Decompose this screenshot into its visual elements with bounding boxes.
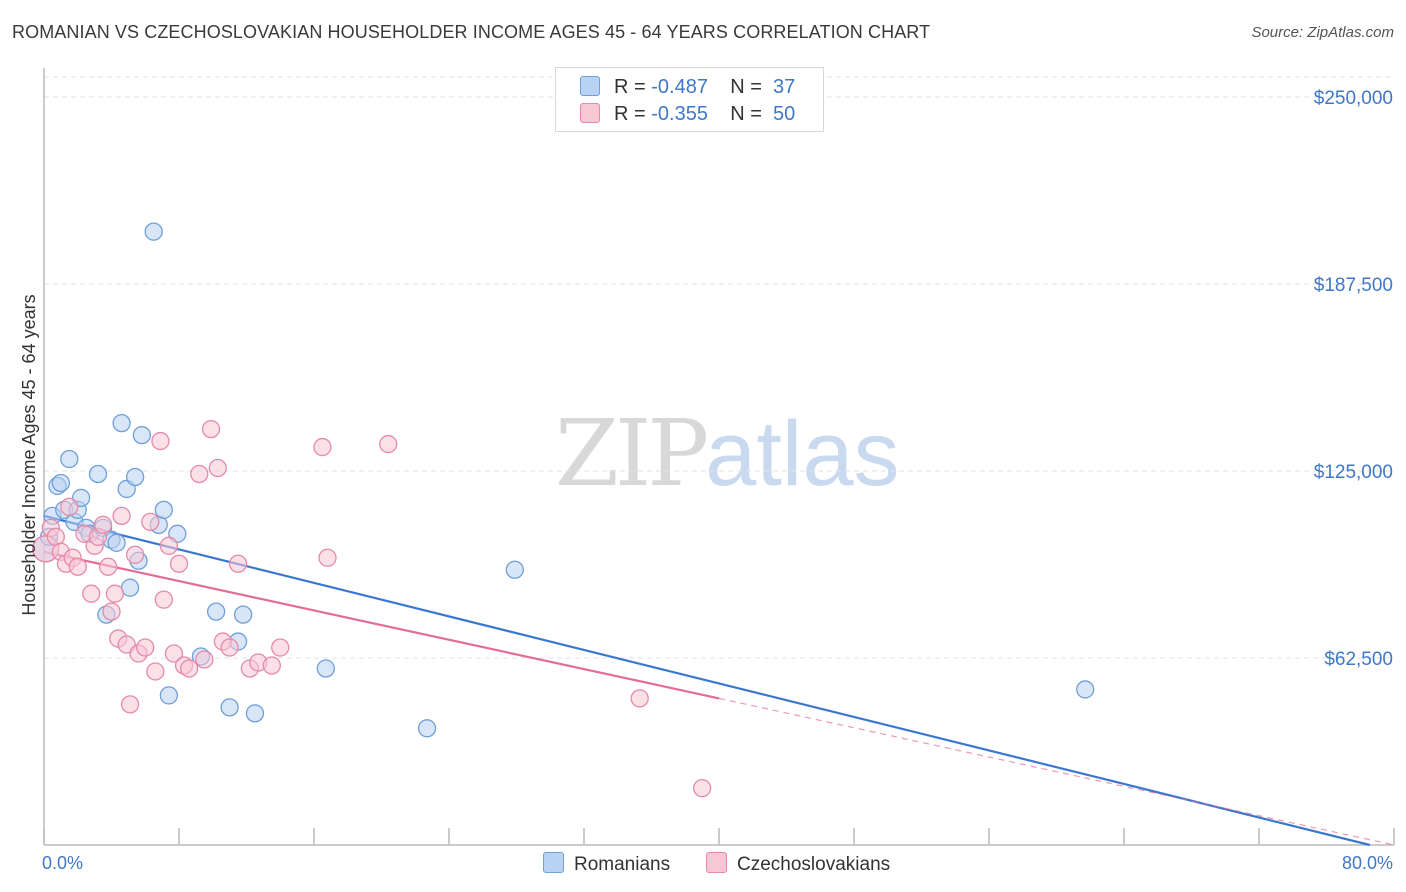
point-czechoslovakians: [120, 695, 140, 714]
point-czechoslovakians: [220, 638, 239, 657]
point-romanians: [220, 698, 239, 717]
point-czechoslovakians: [262, 656, 281, 675]
point-czechoslovakians: [228, 554, 248, 573]
source-label: Source: ZipAtlas.com: [1251, 24, 1394, 41]
point-romanians: [245, 704, 265, 723]
point-czechoslovakians: [318, 548, 337, 567]
legend-n-label: N =: [730, 76, 762, 98]
point-czechoslovakians: [169, 554, 189, 573]
watermark: ZIPatlas: [555, 400, 900, 507]
data-points: [32, 222, 1095, 798]
point-czechoslovakians: [146, 662, 165, 681]
point-romanians: [51, 473, 71, 493]
point-romanians: [125, 467, 145, 487]
legend-row-romanians: R = -0.487 N = 37: [580, 76, 795, 102]
point-romanians: [120, 578, 140, 597]
point-romanians: [144, 222, 163, 241]
series-legend: Romanians Czechoslovakians: [0, 852, 1406, 878]
point-czechoslovakians: [190, 464, 209, 484]
point-czechoslovakians: [93, 515, 113, 535]
legend-n-value: 37: [773, 76, 796, 98]
series-legend-czechoslovakians: Czechoslovakians: [706, 852, 890, 876]
point-romanians: [316, 659, 335, 678]
point-czechoslovakians: [151, 431, 170, 451]
point-czechoslovakians: [154, 590, 173, 609]
point-czechoslovakians: [60, 497, 79, 517]
point-romanians: [1076, 680, 1095, 699]
point-czechoslovakians: [630, 689, 649, 708]
point-czechoslovakians: [201, 419, 221, 439]
point-romanians: [206, 602, 226, 621]
point-czechoslovakians: [208, 458, 227, 478]
legend-r-label: R =: [614, 103, 646, 125]
legend-r-value: -0.487: [651, 76, 708, 98]
trend-czechoslovakians-dashed: [718, 697, 1395, 846]
legend-n-label: N =: [730, 103, 762, 125]
y-tick-label: $187,500: [1314, 275, 1393, 296]
point-czechoslovakians: [102, 602, 121, 621]
y-tick-label: $125,000: [1314, 462, 1393, 483]
point-czechoslovakians: [105, 584, 125, 603]
point-czechoslovakians: [164, 644, 184, 663]
series-label-romanians: Romanians: [574, 854, 671, 875]
point-romanians: [132, 425, 152, 445]
point-romanians: [233, 605, 253, 624]
legend-r-label: R =: [614, 76, 646, 98]
point-czechoslovakians: [112, 506, 131, 526]
trend-romanians-solid: [43, 514, 1371, 847]
point-romanians: [159, 686, 179, 705]
point-czechoslovakians: [159, 536, 179, 555]
point-romanians: [417, 719, 437, 738]
point-czechoslovakians: [692, 779, 712, 798]
point-czechoslovakians: [141, 512, 160, 532]
point-czechoslovakians: [313, 437, 332, 457]
chart-title: ROMANIAN VS CZECHOSLOVAKIAN HOUSEHOLDER …: [12, 22, 931, 42]
legend-n-value: 50: [773, 103, 796, 125]
watermark-atlas: atlas: [705, 403, 900, 505]
point-romanians: [154, 500, 173, 520]
point-czechoslovakians: [379, 434, 398, 454]
series-label-czechoslovakians: Czechoslovakians: [737, 854, 891, 875]
point-romanians: [505, 560, 524, 579]
point-czechoslovakians: [82, 584, 101, 603]
point-romanians: [112, 413, 131, 433]
point-romanians: [88, 464, 108, 484]
grid-lines: [44, 76, 1394, 659]
point-czechoslovakians: [68, 557, 87, 576]
point-czechoslovakians: [179, 659, 199, 678]
watermark-zip: ZIP: [555, 400, 709, 507]
point-romanians: [107, 533, 126, 552]
point-czechoslovakians: [195, 650, 214, 669]
y-tick-label: $250,000: [1314, 88, 1393, 109]
y-axis-title: Householder Income Ages 45 - 64 years: [19, 294, 39, 615]
series-swatch-pink: [706, 852, 727, 873]
legend-swatch-pink: [580, 103, 600, 123]
correlation-legend: R = -0.487 N = 37 R = -0.355 N = 50: [555, 67, 824, 132]
y-tick-label: $62,500: [1324, 649, 1393, 670]
series-legend-romanians: Romanians: [543, 852, 670, 876]
point-czechoslovakians: [271, 638, 290, 657]
legend-r-value: -0.355: [651, 103, 708, 125]
trend-lines: [43, 514, 1395, 847]
point-czechoslovakians: [136, 638, 155, 657]
point-czechoslovakians: [125, 545, 145, 564]
axis-labels: $62,500 $125,000 $187,500 $250,000 0.0% 80.0%…: [19, 88, 1393, 873]
legend-row-czechoslovakians: R = -0.355 N = 50: [580, 103, 795, 129]
legend-swatch-blue: [580, 76, 600, 96]
trend-czechoslovakians-solid: [43, 550, 720, 700]
series-swatch-blue: [543, 852, 564, 873]
x-tick-label-min: 0.0%: [42, 853, 83, 873]
x-tick-label-max: 80.0%: [1342, 853, 1393, 873]
point-romanians: [60, 449, 79, 469]
axes: [43, 68, 1395, 846]
point-czechoslovakians: [98, 557, 118, 576]
